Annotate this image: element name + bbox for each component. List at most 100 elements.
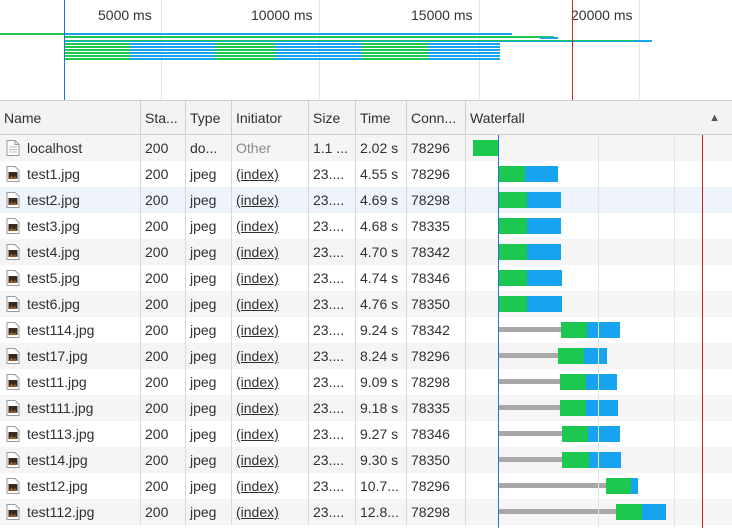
waterfall-download-bar[interactable] <box>586 400 618 416</box>
cell-initiator[interactable]: (index) <box>232 265 309 291</box>
cell-name[interactable]: test111.jpg <box>0 395 141 421</box>
overview-request-line <box>130 43 215 45</box>
cell-initiator[interactable]: (index) <box>232 499 309 525</box>
overview-request-line <box>275 52 362 54</box>
waterfall-download-bar[interactable] <box>527 244 561 260</box>
cell-size: 23.... <box>309 395 356 421</box>
cell-initiator[interactable]: (index) <box>232 291 309 317</box>
cell-conn: 78342 <box>407 239 466 265</box>
waterfall-download-bar[interactable] <box>525 166 558 182</box>
waterfall-waiting-bar[interactable] <box>561 322 587 338</box>
sort-triangle-icon[interactable]: ▲ <box>709 112 720 124</box>
table-row[interactable]: test114.jpg 200 jpeg (index) 23.... 9.24 s 783… <box>0 317 732 343</box>
waterfall-download-bar[interactable] <box>631 478 638 494</box>
waterfall-download-bar[interactable] <box>527 296 562 312</box>
waterfall-waiting-bar[interactable] <box>562 426 588 442</box>
waterfall-download-bar[interactable] <box>527 192 561 208</box>
table-row[interactable]: test17.jpg 200 jpeg (index) 23.... 8.24 s 7829… <box>0 343 732 369</box>
waterfall-download-bar[interactable] <box>642 504 666 520</box>
image-icon <box>6 218 20 234</box>
column-header-connection[interactable]: Conn... <box>407 101 466 135</box>
table-row[interactable]: test113.jpg 200 jpeg (index) 23.... 9.27 s 783… <box>0 421 732 447</box>
waterfall-queued-bar <box>499 509 616 514</box>
cell-name[interactable]: test11.jpg <box>0 369 141 395</box>
waterfall-download-bar[interactable] <box>527 218 561 234</box>
waterfall-download-bar[interactable] <box>586 374 617 390</box>
overview-timeline[interactable]: 5000 ms 10000 ms 15000 ms 20000 ms <box>0 0 732 100</box>
waterfall-waiting-bar[interactable] <box>499 296 527 312</box>
overview-tick-label: 10000 ms <box>251 7 313 23</box>
waterfall-waiting-bar[interactable] <box>499 244 527 260</box>
table-row[interactable]: localhost 200 do... Other 1.1 ... 2.02 s 78296 <box>0 135 732 161</box>
waterfall-waiting-bar[interactable] <box>560 400 586 416</box>
cell-name[interactable]: test112.jpg <box>0 499 141 525</box>
cell-initiator[interactable]: (index) <box>232 473 309 499</box>
waterfall-waiting-bar[interactable] <box>499 270 527 286</box>
cell-initiator[interactable]: (index) <box>232 395 309 421</box>
cell-initiator[interactable]: (index) <box>232 343 309 369</box>
cell-name[interactable]: test12.jpg <box>0 473 141 499</box>
cell-size: 23.... <box>309 265 356 291</box>
cell-initiator[interactable]: (index) <box>232 239 309 265</box>
waterfall-waiting-bar[interactable] <box>616 504 642 520</box>
cell-initiator[interactable]: (index) <box>232 369 309 395</box>
cell-name[interactable]: test6.jpg <box>0 291 141 317</box>
column-header-name[interactable]: Name <box>0 101 141 135</box>
overview-request-line <box>362 55 428 57</box>
overview-domcontentloaded-marker <box>64 0 65 100</box>
cell-name[interactable]: test17.jpg <box>0 343 141 369</box>
waterfall-waiting-bar[interactable] <box>499 192 527 208</box>
cell-initiator[interactable]: (index) <box>232 447 309 473</box>
cell-status: 200 <box>141 499 186 525</box>
waterfall-download-bar[interactable] <box>587 322 620 338</box>
cell-initiator[interactable]: (index) <box>232 317 309 343</box>
table-row[interactable]: test6.jpg 200 jpeg (index) 23.... 4.76 s 78350 <box>0 291 732 317</box>
cell-name[interactable]: test4.jpg <box>0 239 141 265</box>
waterfall-waiting-bar[interactable] <box>558 348 584 364</box>
cell-initiator[interactable]: (index) <box>232 213 309 239</box>
cell-initiator[interactable]: (index) <box>232 421 309 447</box>
waterfall-waiting-bar[interactable] <box>473 140 498 156</box>
cell-name[interactable]: test5.jpg <box>0 265 141 291</box>
table-row[interactable]: test111.jpg 200 jpeg (index) 23.... 9.18 s 783… <box>0 395 732 421</box>
cell-name[interactable]: test3.jpg <box>0 213 141 239</box>
table-row[interactable]: test4.jpg 200 jpeg (index) 23.... 4.70 s 78342 <box>0 239 732 265</box>
column-header-waterfall[interactable]: Waterfall <box>470 110 525 126</box>
waterfall-queued-bar <box>499 327 561 332</box>
waterfall-waiting-bar[interactable] <box>562 452 589 468</box>
waterfall-waiting-bar[interactable] <box>560 374 586 390</box>
waterfall-download-bar[interactable] <box>588 426 620 442</box>
waterfall-download-bar[interactable] <box>584 348 607 364</box>
table-row[interactable]: test112.jpg 200 jpeg (index) 23.... 12.8... 78… <box>0 499 732 525</box>
waterfall-waiting-bar[interactable] <box>606 478 631 494</box>
table-row[interactable]: test3.jpg 200 jpeg (index) 23.... 4.68 s 78335 <box>0 213 732 239</box>
cell-name[interactable]: test14.jpg <box>0 447 141 473</box>
table-row[interactable]: test14.jpg 200 jpeg (index) 23.... 9.30 s 7835… <box>0 447 732 473</box>
cell-name[interactable]: test113.jpg <box>0 421 141 447</box>
cell-time: 9.24 s <box>356 317 407 343</box>
column-header-initiator[interactable]: Initiator <box>232 101 309 135</box>
table-row[interactable]: test12.jpg 200 jpeg (index) 23.... 10.7... 782… <box>0 473 732 499</box>
cell-name[interactable]: test114.jpg <box>0 317 141 343</box>
column-header-time[interactable]: Time <box>356 101 407 135</box>
waterfall-download-bar[interactable] <box>589 452 621 468</box>
waterfall-waiting-bar[interactable] <box>499 166 525 182</box>
cell-name[interactable]: test1.jpg <box>0 161 141 187</box>
cell-name[interactable]: test2.jpg <box>0 187 141 213</box>
waterfall-domcontentloaded-line <box>498 135 499 528</box>
column-header-size[interactable]: Size <box>309 101 356 135</box>
cell-conn: 78335 <box>407 213 466 239</box>
table-row[interactable]: test2.jpg 200 jpeg (index) 23.... 4.69 s 78298 <box>0 187 732 213</box>
column-header-type[interactable]: Type <box>186 101 232 135</box>
cell-name[interactable]: localhost <box>0 135 141 161</box>
waterfall-download-bar[interactable] <box>527 270 562 286</box>
waterfall-waiting-bar[interactable] <box>499 218 527 234</box>
cell-initiator[interactable]: (index) <box>232 187 309 213</box>
cell-time: 8.24 s <box>356 343 407 369</box>
table-row[interactable]: test5.jpg 200 jpeg (index) 23.... 4.74 s 78346 <box>0 265 732 291</box>
column-header-status[interactable]: Sta... <box>141 101 186 135</box>
table-row[interactable]: test1.jpg 200 jpeg (index) 23.... 4.55 s 78296 <box>0 161 732 187</box>
table-row[interactable]: test11.jpg 200 jpeg (index) 23.... 9.09 s 7829… <box>0 369 732 395</box>
cell-initiator[interactable]: (index) <box>232 161 309 187</box>
overview-request-line <box>130 55 215 57</box>
